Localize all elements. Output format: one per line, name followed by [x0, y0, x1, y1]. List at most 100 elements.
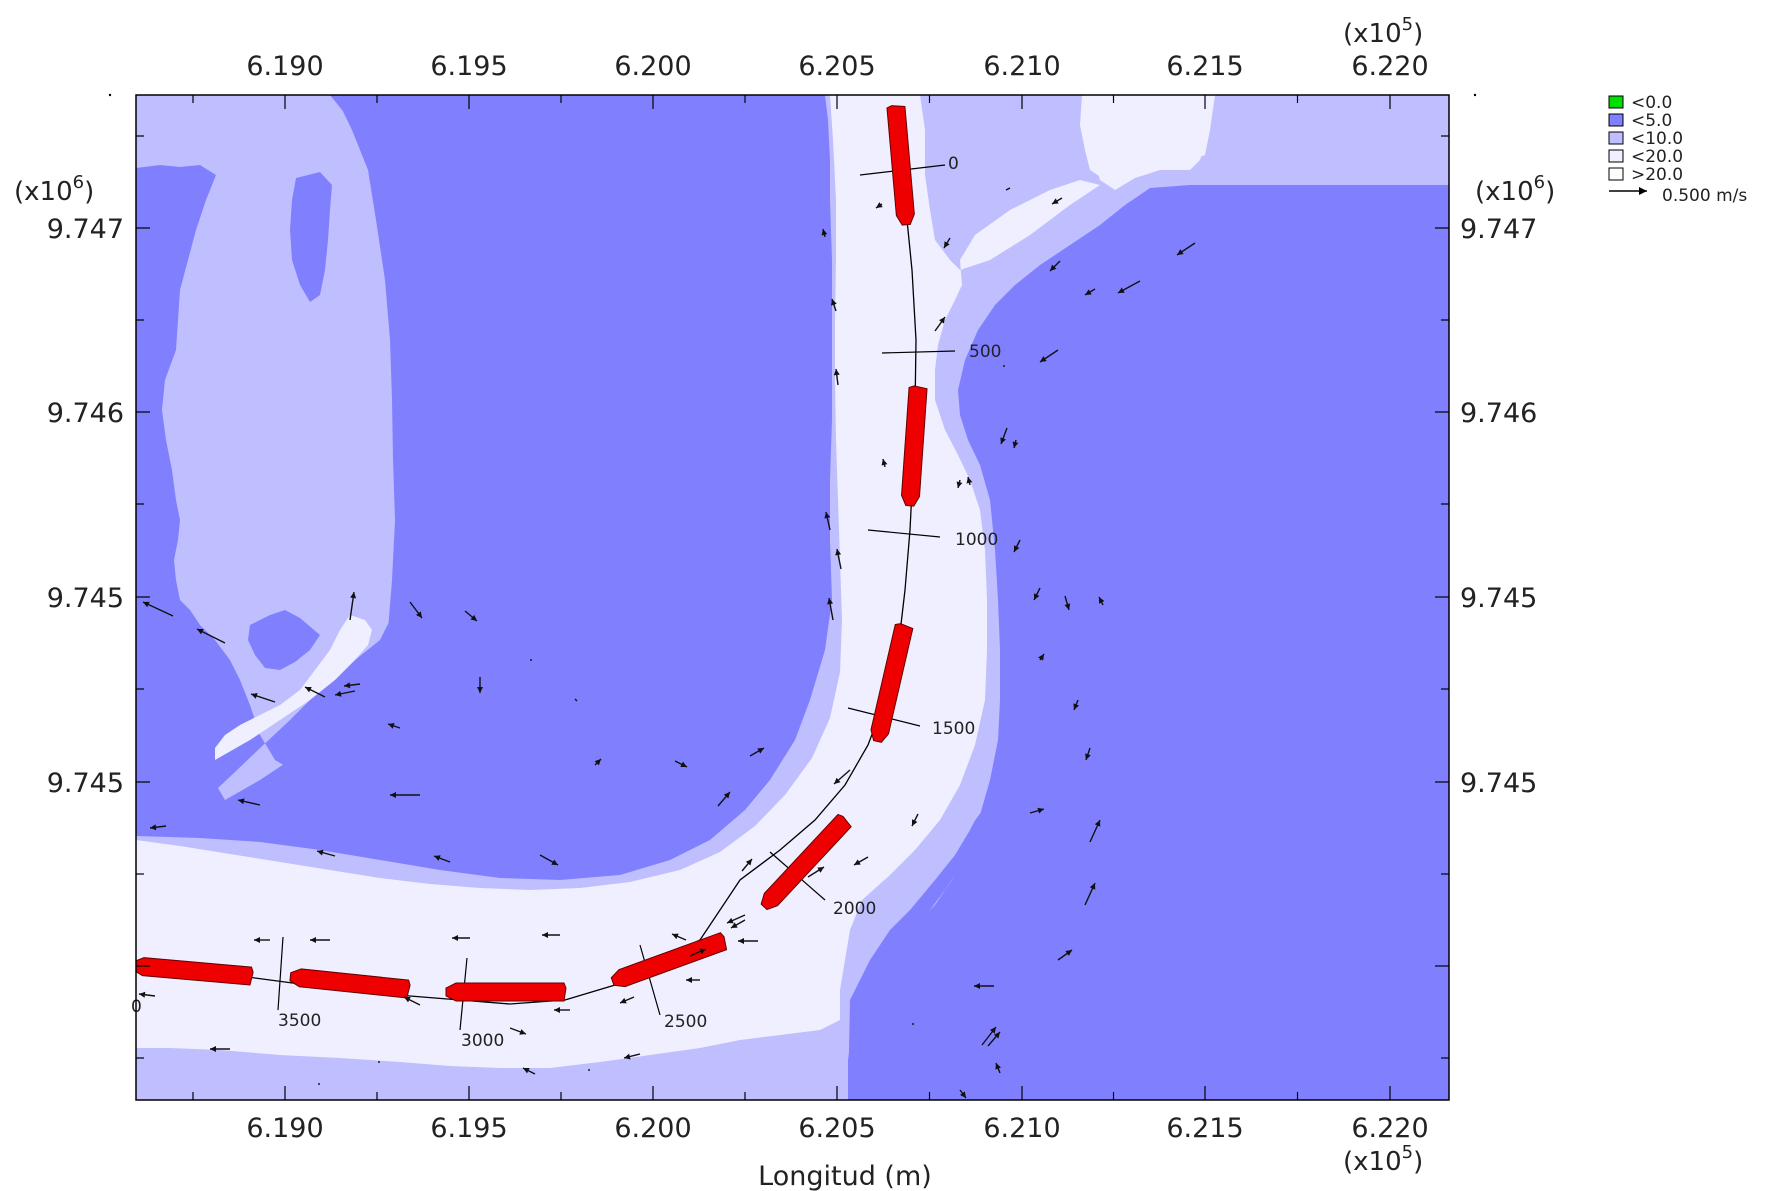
tick-marks — [136, 95, 1449, 1100]
current-vector-arrowhead — [317, 849, 324, 856]
current-vector-arrowhead — [834, 777, 841, 784]
current-vector-arrowhead — [1099, 597, 1105, 604]
x-tick-label-bottom: 6.210 — [983, 1113, 1060, 1144]
y-tick-label-left: 9.745 — [47, 583, 124, 614]
section-1000-line — [867, 529, 941, 538]
current-vector-arrowhead — [1085, 753, 1091, 760]
current-vector-arrowhead — [139, 991, 146, 998]
current-vector-arrowhead — [238, 798, 245, 805]
current-vector-arrowhead — [1065, 950, 1072, 956]
current-vector-arrowhead — [1012, 441, 1019, 448]
current-vector-arrowhead — [757, 748, 764, 754]
current-vector-arrowhead — [727, 917, 734, 924]
current-vector-arrowhead — [404, 997, 411, 1003]
x-tick-label-bottom: 6.220 — [1351, 1113, 1428, 1144]
chainage-label-3000: 3000 — [461, 1031, 504, 1051]
current-vector-arrowhead — [939, 317, 945, 324]
y-tick-label-right: 9.745 — [1460, 583, 1537, 614]
current-vector-arrowhead — [944, 241, 950, 248]
current-vector-arrowhead — [470, 614, 477, 621]
depth-zone-lt5-left-corner — [136, 165, 210, 365]
legend-swatch-lt5 — [1608, 113, 1624, 127]
x-tick-label-top: 6.200 — [614, 51, 691, 82]
chainage-label-500: 500 — [969, 342, 1001, 362]
current-vector-arrowhead — [731, 922, 738, 928]
x-multiplier-bottom: (x105) — [1343, 1142, 1423, 1177]
x-tick-label-top: 6.215 — [1166, 51, 1243, 82]
legend-label: >20.0 — [1631, 165, 1683, 185]
chainage-label-3500: 3500 — [278, 1011, 321, 1031]
current-vector-arrowhead — [993, 1032, 1000, 1039]
chainage-label-2500: 2500 — [664, 1012, 707, 1032]
section-2500-line — [639, 944, 661, 1016]
legend: <0.0 <5.0 <10.0 <20.0 >20.0 0.500 m/s — [1608, 93, 1747, 206]
legend-label: <5.0 — [1631, 111, 1672, 131]
current-vectors — [138, 187, 1196, 1099]
current-vector-arrowhead — [881, 459, 888, 466]
current-vector-arrowhead — [434, 855, 441, 861]
legend-swatch-gt20 — [1608, 167, 1624, 181]
current-vector-arrowhead — [699, 948, 706, 955]
depth-zone-lt5-left-pool — [290, 172, 332, 302]
section-3500-line — [277, 936, 284, 1011]
current-vector-arrowhead — [672, 933, 679, 940]
current-vector-arrowhead — [876, 202, 883, 208]
current-vector-arrowhead — [335, 690, 342, 697]
current-vector-arrowhead — [912, 819, 918, 826]
current-vector-arrowhead — [150, 824, 157, 831]
chainage-label-0: 0 — [948, 154, 959, 174]
x-tick-label-top: 6.205 — [798, 51, 875, 82]
current-vector-arrowhead — [390, 792, 396, 798]
current-vector-arrowhead — [1052, 198, 1059, 204]
section-500-line — [881, 350, 956, 354]
current-vector-arrowhead — [1014, 545, 1020, 552]
y-tick-label-left: 9.747 — [47, 214, 124, 245]
current-vector-arrowhead — [833, 369, 840, 376]
depth-zone-lt10-bank-right — [930, 95, 1100, 280]
current-vector-arrowhead — [542, 932, 548, 938]
legend-vector-label: 0.500 m/s — [1662, 186, 1747, 206]
corner-mark — [108, 93, 112, 97]
current-vector-arrowhead — [523, 1068, 530, 1074]
current-vector-arrowhead — [835, 549, 842, 556]
current-vector-arrowhead — [1118, 287, 1125, 293]
ship-hull — [901, 385, 928, 507]
chainage-label-2000: 2000 — [833, 899, 876, 919]
current-vector-arrowhead — [620, 997, 627, 1004]
y-tick-label-left: 9.745 — [47, 768, 124, 799]
current-vector-arrowhead — [1094, 820, 1101, 827]
x-tick-label-bottom: 6.200 — [614, 1113, 691, 1144]
x-axis-title: Longitud (m) — [758, 1161, 932, 1191]
current-vector-arrowhead — [1034, 593, 1040, 600]
depth-zone-lt5-left-pocket — [248, 610, 320, 670]
current-vector-arrowhead — [344, 682, 351, 689]
current-vector-arrowhead — [817, 867, 824, 873]
current-vector-arrowhead — [554, 1007, 560, 1013]
depth-zone-lt10-left-shoal — [136, 95, 400, 814]
current-vector-arrowhead — [745, 859, 752, 866]
current-vector-arrowhead — [594, 759, 601, 766]
current-vector-arrowhead — [350, 592, 357, 599]
legend-label: <20.0 — [1631, 147, 1683, 167]
current-vector-arrowhead — [824, 512, 831, 519]
current-vector-arrowhead — [519, 1029, 526, 1035]
current-vector-arrowhead — [738, 938, 744, 944]
current-vector-arrowhead — [966, 477, 973, 484]
y-multiplier-right: (x106) — [1475, 172, 1555, 207]
current-vector — [1005, 187, 1011, 191]
current-vector-arrowhead — [210, 1046, 216, 1052]
contour-map — [136, 95, 1449, 1100]
current-vector-arrowhead — [1177, 249, 1184, 255]
x-tick-label-top: 6.220 — [1351, 51, 1428, 82]
legend-swatch-lt0 — [1608, 95, 1624, 109]
y-multiplier-left: (x106) — [14, 172, 94, 207]
current-vector-arrowhead — [197, 629, 204, 635]
x-tick-label-bottom: 6.215 — [1166, 1113, 1243, 1144]
depth-zone-lt20-channel — [136, 95, 1100, 1068]
y-tick-label-right: 9.747 — [1460, 214, 1537, 245]
x-tick-label-top: 6.190 — [246, 51, 323, 82]
x-tick-label-bottom: 6.205 — [798, 1113, 875, 1144]
depth-zone-lt5-right-basin — [848, 185, 1449, 1100]
current-vector-arrowhead — [995, 1063, 1002, 1070]
current-vector-arrowhead — [416, 611, 422, 618]
